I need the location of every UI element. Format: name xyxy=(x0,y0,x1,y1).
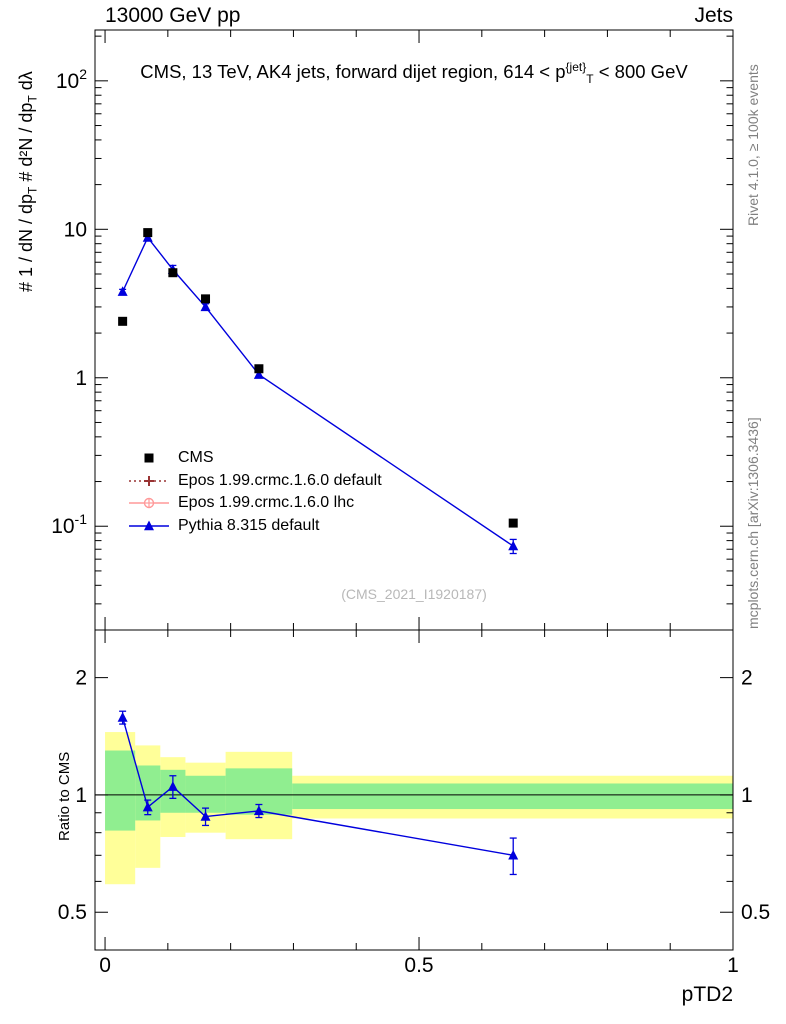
uncertainty-bands xyxy=(105,732,733,885)
legend-item-label: Epos 1.99.crmc.1.6.0 lhc xyxy=(178,494,355,512)
y-tick-label: 10-1 xyxy=(51,511,87,538)
series-pythia-8-315-default xyxy=(117,232,519,555)
ratio-tick-label-left: 0.5 xyxy=(58,901,87,924)
plot-title-text: CMS, 13 TeV, AK4 jets, forward dijet reg… xyxy=(140,61,566,83)
cross-marker-icon xyxy=(129,475,169,486)
plot-title-subscript: T xyxy=(586,71,594,86)
analysis-id-watermark: (CMS_2021_I1920187) xyxy=(341,586,487,602)
main-plot: 102 10 1 10-1 xyxy=(51,29,734,631)
ratio-tick-label-right: 1 xyxy=(741,784,753,807)
x-axis-label: pTD2 xyxy=(681,983,733,1006)
main-y-axis-label: # 1 / dN / dpT # d²N / dpT dλ xyxy=(16,71,40,292)
band-inner-segment xyxy=(185,775,226,813)
rivet-version-label: Rivet 4.1.0, ≥ 100k events xyxy=(745,64,761,226)
plot-title: CMS, 13 TeV, AK4 jets, forward dijet reg… xyxy=(95,60,733,86)
y-tick-label: 1 xyxy=(75,367,87,390)
ratio-tick-label-left: 1 xyxy=(75,784,87,807)
ratio-tick-label-left: 2 xyxy=(75,667,87,690)
legend-item-label: Epos 1.99.crmc.1.6.0 default xyxy=(178,471,382,489)
analysis-group-label: Jets xyxy=(694,4,733,27)
legend-item: CMS xyxy=(126,447,382,470)
mcplots-reference-label: mcplots.cern.ch [arXiv:1306.3436] xyxy=(745,417,761,629)
triangle-marker-icon xyxy=(129,520,169,530)
ratio-series-pythia-8-315-default xyxy=(117,710,519,876)
main-plot-frame xyxy=(94,29,734,631)
ratio-plot-frame xyxy=(94,629,734,951)
x-tick-label: 0 xyxy=(99,954,111,977)
band-inner-segment xyxy=(105,750,136,831)
ratio-plot: 0.5 0.5 1 1 2 2 0 0.5 1 xyxy=(58,629,770,977)
square-marker-icon xyxy=(144,453,154,463)
main-y-axis-label-sub: T xyxy=(25,95,40,103)
main-y-axis-label-part: # 1 / dN / dp xyxy=(16,193,36,292)
plot-title-superscript: {jet} xyxy=(565,60,587,74)
beam-energy-label: 13000 GeV pp xyxy=(105,4,241,27)
x-tick-label: 0.5 xyxy=(404,954,433,977)
legend-item: Epos 1.99.crmc.1.6.0 lhc xyxy=(126,492,382,515)
main-y-axis-label-part: dλ xyxy=(16,71,36,96)
legend-item-label: CMS xyxy=(178,449,214,467)
ratio-y-axis-label: Ratio to CMS xyxy=(56,751,73,841)
legend-item-label: Pythia 8.315 default xyxy=(178,516,320,534)
band-inner-segment xyxy=(292,783,733,810)
legend-item: Pythia 8.315 default xyxy=(126,515,382,538)
ratio-tick-label-right: 2 xyxy=(741,667,753,690)
ratio-tick-label-right: 0.5 xyxy=(741,901,770,924)
main-y-axis-label-sub: T xyxy=(25,186,40,194)
legend-item: Epos 1.99.crmc.1.6.0 default xyxy=(126,470,382,493)
y-tick-label: 10 xyxy=(64,218,87,241)
main-y-axis-label-part: # d²N / dp xyxy=(16,102,36,187)
series-cms xyxy=(118,228,518,528)
legend: CMS Epos 1.99.crmc.1.6.0 default Epos 1.99… xyxy=(126,447,382,537)
y-tick-label: 102 xyxy=(56,66,87,93)
x-tick-label: 1 xyxy=(727,954,739,977)
plot-title-suffix: < 800 GeV xyxy=(593,61,688,83)
circle-cross-marker-icon xyxy=(129,498,169,509)
